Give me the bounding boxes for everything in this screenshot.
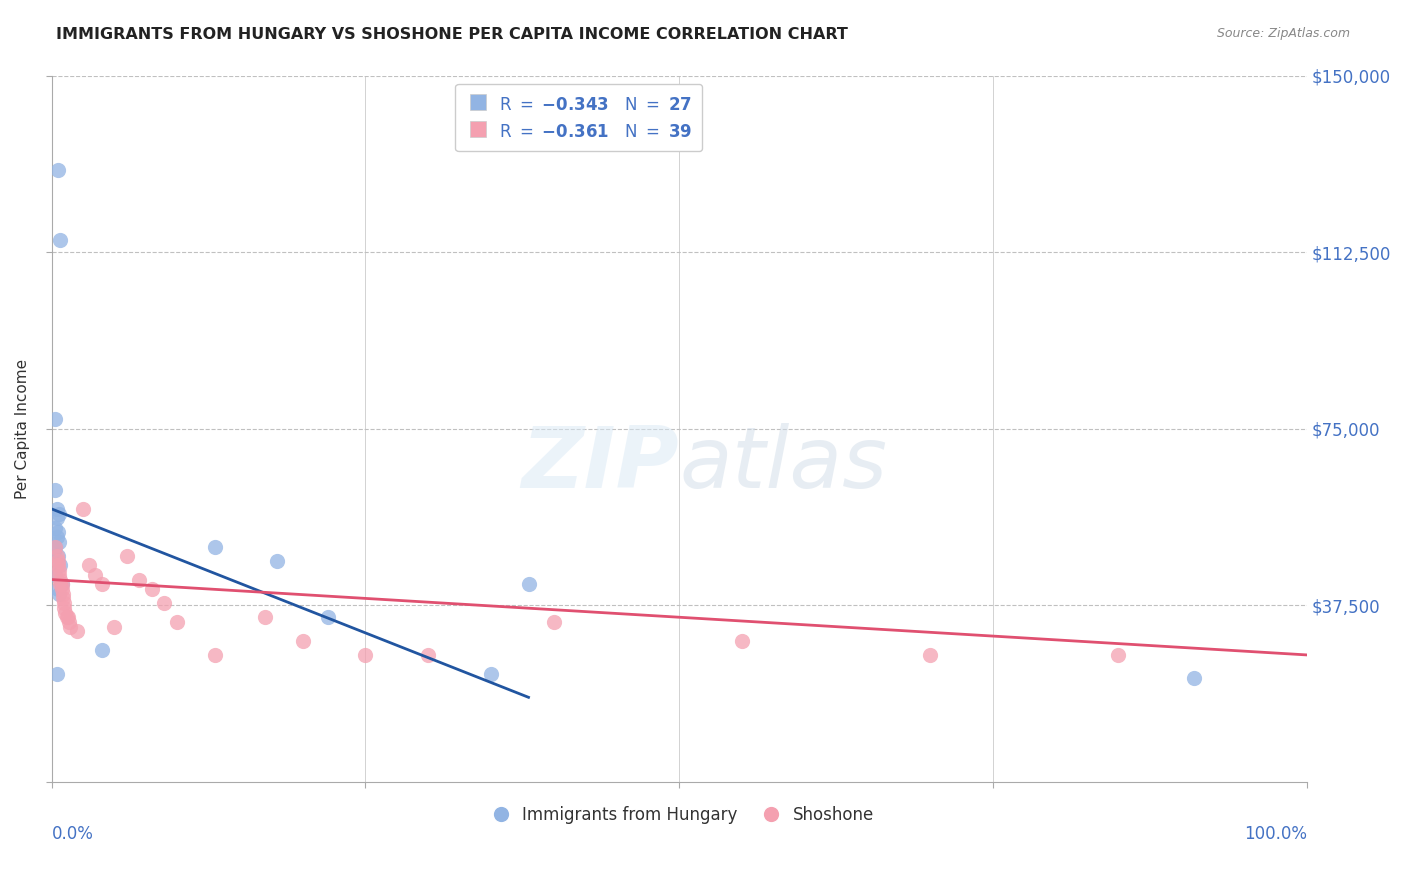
Point <box>53 606 76 620</box>
Point <box>46 558 69 573</box>
Point <box>44 540 66 554</box>
Point <box>44 483 66 497</box>
Legend: Immigrants from Hungary, Shoshone: Immigrants from Hungary, Shoshone <box>478 799 880 830</box>
Text: IMMIGRANTS FROM HUNGARY VS SHOSHONE PER CAPITA INCOME CORRELATION CHART: IMMIGRANTS FROM HUNGARY VS SHOSHONE PER … <box>56 27 848 42</box>
Point <box>291 633 314 648</box>
Point <box>51 577 73 591</box>
Point <box>48 567 70 582</box>
Point <box>166 615 188 629</box>
Point <box>103 620 125 634</box>
Point <box>90 643 112 657</box>
Point <box>59 620 82 634</box>
Point <box>72 502 94 516</box>
Point <box>204 540 226 554</box>
Point <box>77 558 100 573</box>
Point <box>44 540 66 554</box>
Point <box>48 507 70 521</box>
Point <box>479 666 502 681</box>
Point <box>316 610 339 624</box>
Point <box>53 600 76 615</box>
Point <box>128 573 150 587</box>
Point <box>44 521 66 535</box>
Point <box>153 596 176 610</box>
Text: ZIP: ZIP <box>522 423 679 506</box>
Point <box>141 582 163 596</box>
Point <box>52 591 75 606</box>
Point <box>55 610 77 624</box>
Point <box>42 544 65 558</box>
Point <box>1182 672 1205 686</box>
Point <box>253 610 276 624</box>
Point <box>53 596 76 610</box>
Point <box>266 554 288 568</box>
Point <box>1108 648 1130 662</box>
Point <box>45 530 67 544</box>
Point <box>204 648 226 662</box>
Point <box>49 558 72 573</box>
Point <box>51 577 73 591</box>
Point <box>49 573 72 587</box>
Point <box>45 666 67 681</box>
Point <box>49 233 72 247</box>
Y-axis label: Per Capita Income: Per Capita Income <box>15 359 30 499</box>
Point <box>48 534 70 549</box>
Point <box>46 554 69 568</box>
Point <box>46 549 69 563</box>
Text: atlas: atlas <box>679 423 887 506</box>
Point <box>354 648 377 662</box>
Point <box>48 563 70 577</box>
Point <box>517 577 540 591</box>
Point <box>46 162 69 177</box>
Point <box>44 567 66 582</box>
Point <box>44 412 66 426</box>
Point <box>90 577 112 591</box>
Point <box>56 610 79 624</box>
Text: 0.0%: 0.0% <box>52 824 93 843</box>
Point <box>920 648 942 662</box>
Point <box>46 525 69 540</box>
Point <box>58 615 80 629</box>
Point <box>416 648 439 662</box>
Point <box>51 582 73 596</box>
Point <box>45 502 67 516</box>
Point <box>45 549 67 563</box>
Point <box>731 633 754 648</box>
Text: 100.0%: 100.0% <box>1244 824 1306 843</box>
Point <box>115 549 138 563</box>
Point <box>66 624 89 639</box>
Point <box>52 587 75 601</box>
Point <box>46 582 69 596</box>
Point <box>543 615 565 629</box>
Text: Source: ZipAtlas.com: Source: ZipAtlas.com <box>1216 27 1350 40</box>
Point <box>48 587 70 601</box>
Point <box>84 567 107 582</box>
Point <box>49 577 72 591</box>
Point <box>45 511 67 525</box>
